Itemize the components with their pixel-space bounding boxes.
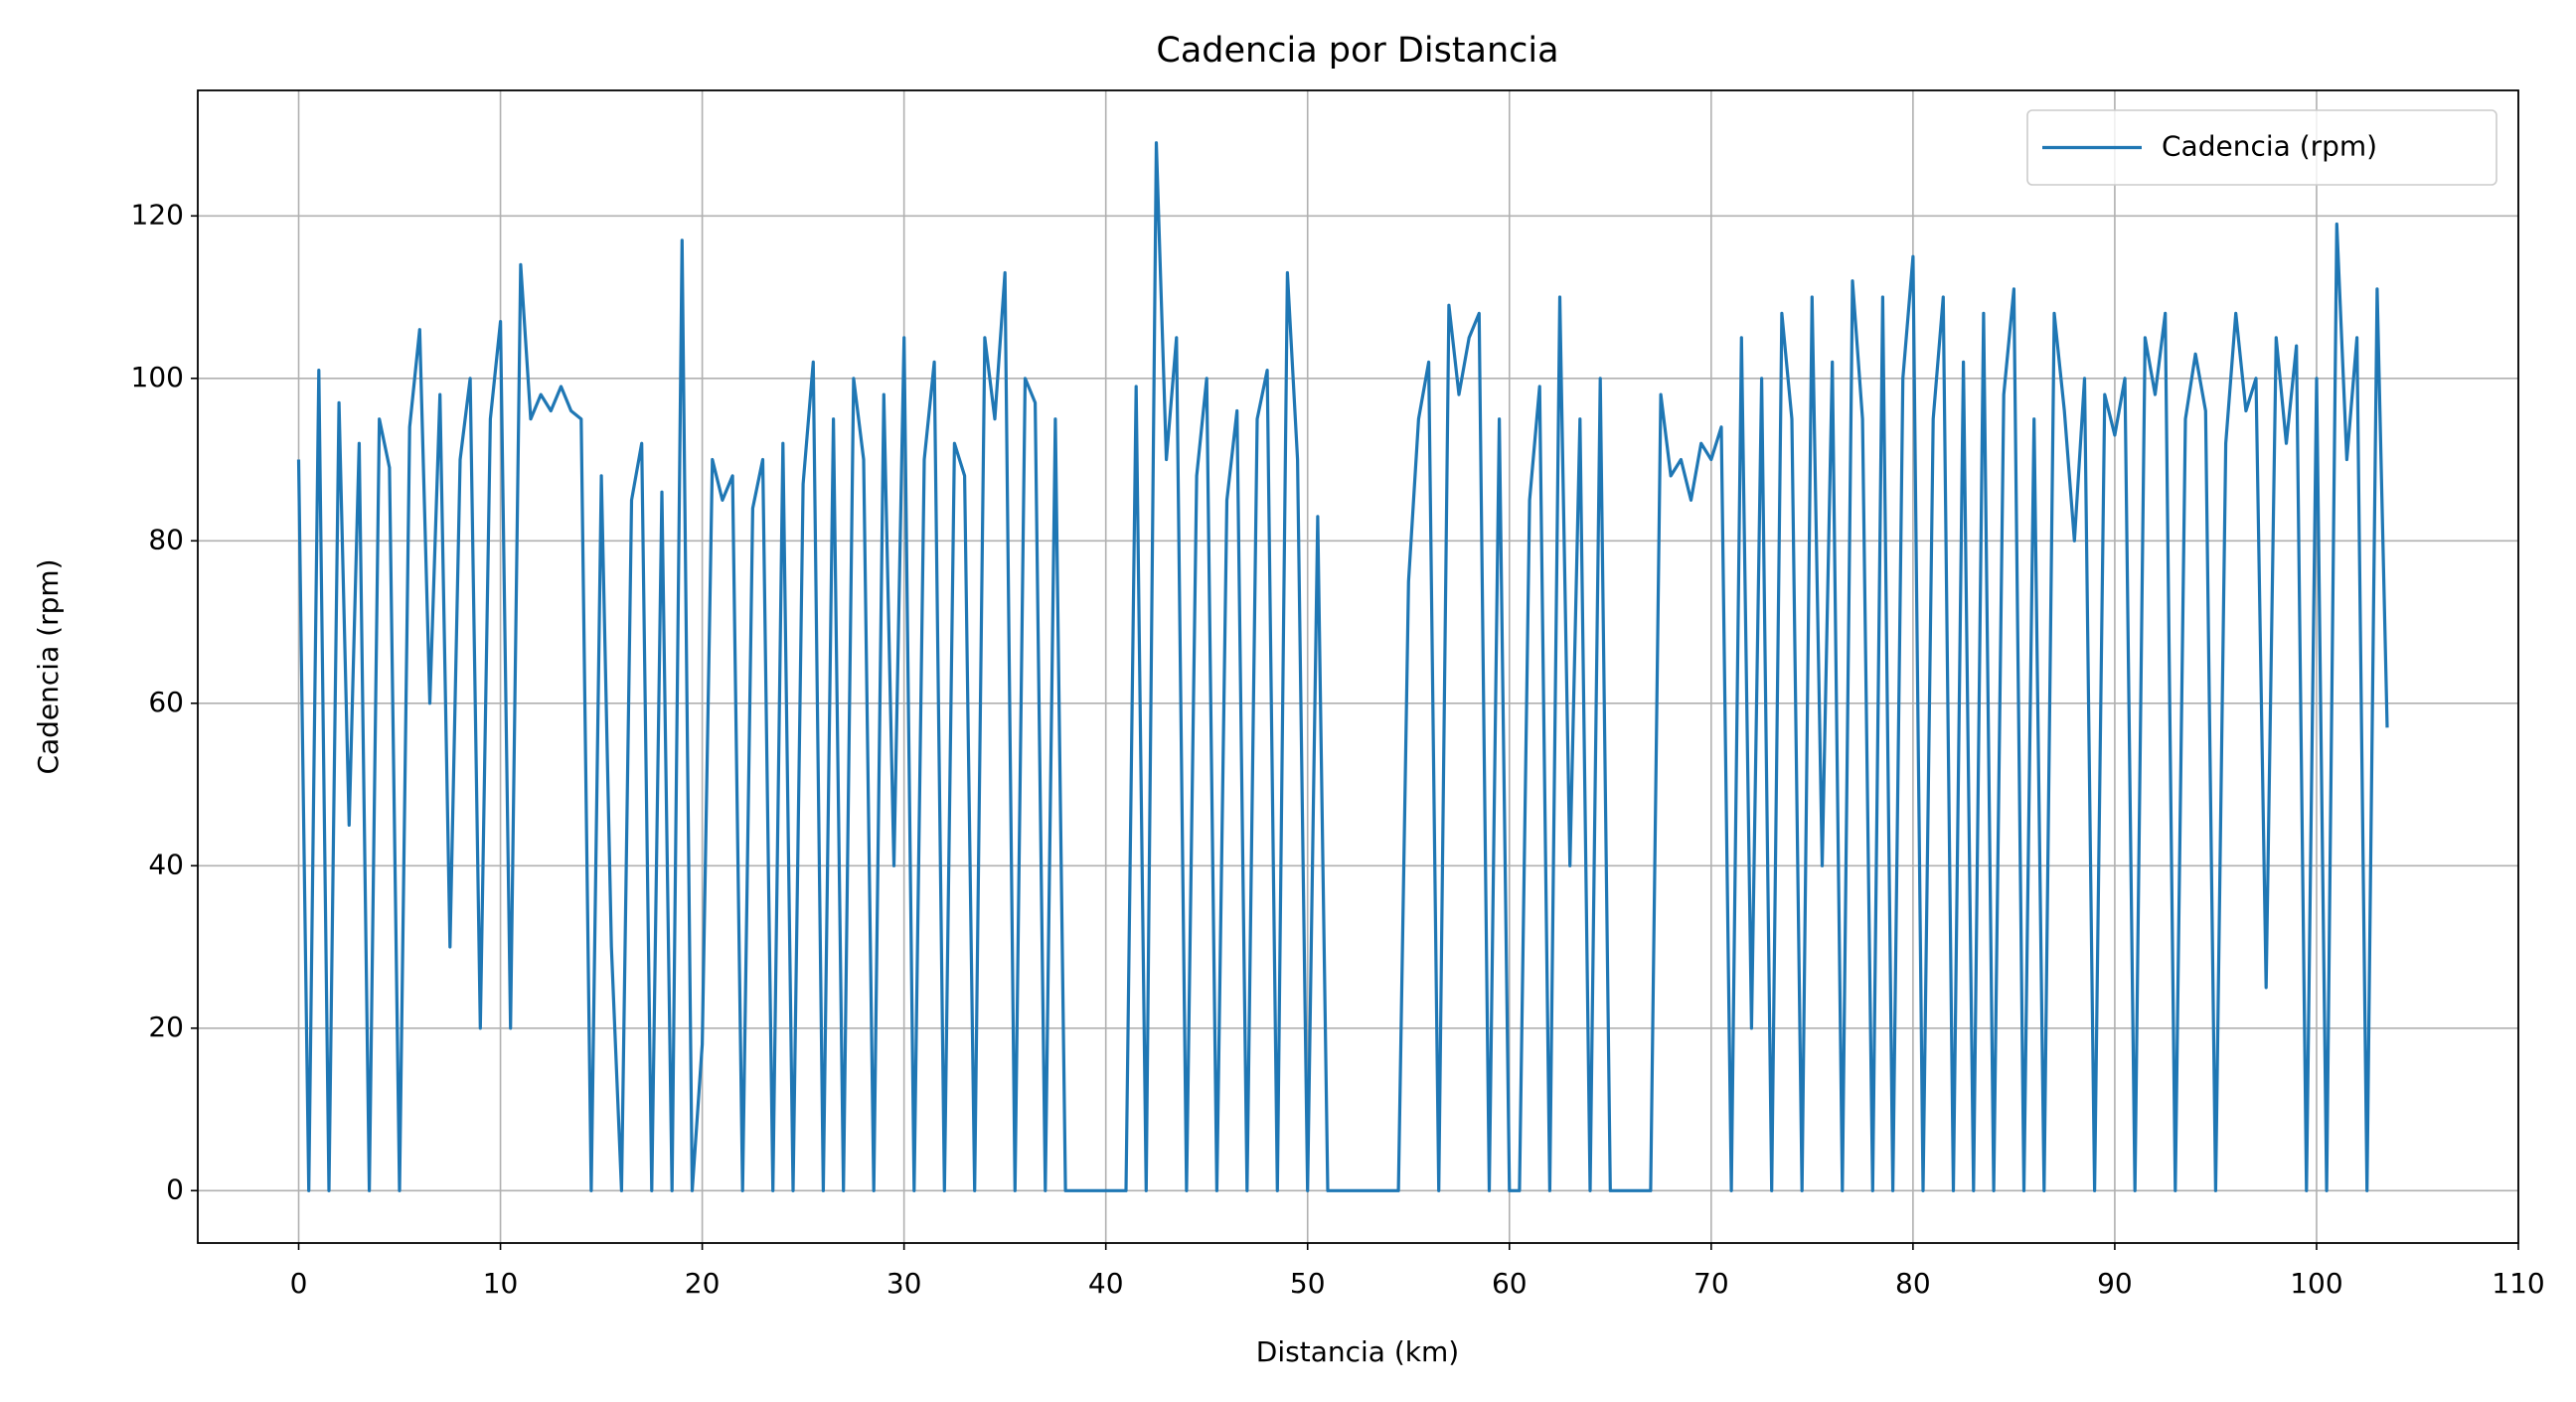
x-tick-label: 50 bbox=[1290, 1267, 1326, 1300]
x-tick-label: 30 bbox=[886, 1267, 922, 1300]
y-axis-label: Cadencia (rpm) bbox=[32, 558, 65, 774]
x-tick-label: 90 bbox=[2097, 1267, 2133, 1300]
x-tick-label: 0 bbox=[290, 1267, 308, 1300]
x-tick-label: 80 bbox=[1895, 1267, 1931, 1300]
data-line bbox=[296, 141, 2389, 1192]
x-tick-label: 100 bbox=[2290, 1267, 2342, 1300]
x-tick-label: 70 bbox=[1693, 1267, 1729, 1300]
y-tick-label: 40 bbox=[148, 848, 184, 880]
y-tick-label: 0 bbox=[166, 1172, 184, 1205]
x-tick-label: 10 bbox=[483, 1267, 519, 1300]
y-tick-label: 120 bbox=[131, 198, 184, 231]
y-tick-label: 80 bbox=[148, 523, 184, 555]
plot-frame bbox=[197, 89, 2519, 1244]
y-tick-label: 60 bbox=[148, 686, 184, 718]
chart-title: Cadencia por Distancia bbox=[1156, 31, 1558, 71]
x-tick-label: 60 bbox=[1492, 1267, 1528, 1300]
x-tick-label: 40 bbox=[1088, 1267, 1124, 1300]
legend-box bbox=[2026, 109, 2497, 186]
x-tick-label: 110 bbox=[2492, 1267, 2544, 1300]
legend-label: Cadencia (rpm) bbox=[2162, 130, 2377, 163]
y-tick-label: 100 bbox=[131, 361, 184, 393]
x-axis-label: Distancia (km) bbox=[1256, 1335, 1459, 1368]
y-tick-label: 20 bbox=[148, 1011, 184, 1043]
x-tick-label: 20 bbox=[685, 1267, 721, 1300]
